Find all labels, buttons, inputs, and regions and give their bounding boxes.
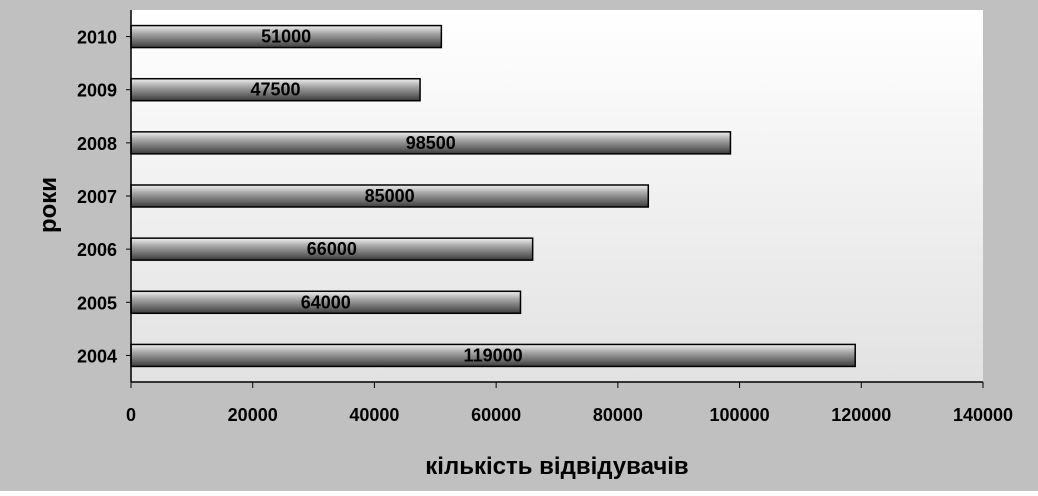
axes-group: 2004 2005 2006 2007 2008 2009 2010 0 20000 40000 6… (77, 10, 1013, 425)
data-label-2008: 98500 (406, 133, 456, 153)
data-label-2005: 64000 (301, 292, 351, 312)
x-tick-label-140000: 140000 (953, 405, 1013, 425)
y-tick-label-2006: 2006 (77, 240, 117, 260)
x-axis-title: кількість відвідувачів (425, 453, 688, 480)
y-tick-label-2008: 2008 (77, 134, 117, 154)
x-tick-label-20000: 20000 (228, 405, 278, 425)
x-tick-label-0: 0 (126, 405, 136, 425)
data-label-2006: 66000 (307, 239, 357, 259)
x-tick-label-80000: 80000 (593, 405, 643, 425)
y-tick-label-2010: 2010 (77, 28, 117, 48)
data-label-2007: 85000 (365, 186, 415, 206)
y-tick-label-2005: 2005 (77, 293, 117, 313)
data-label-2004: 119000 (464, 345, 523, 365)
x-tick-label-120000: 120000 (831, 405, 891, 425)
data-label-2010: 51000 (261, 27, 311, 47)
x-tick-label-60000: 60000 (471, 405, 521, 425)
x-tick-label-40000: 40000 (349, 405, 399, 425)
y-tick-label-2009: 2009 (77, 81, 117, 101)
y-tick-label-2007: 2007 (77, 187, 117, 207)
y-axis-title: роки (35, 177, 62, 233)
y-tick-label-2004: 2004 (77, 346, 117, 366)
data-label-2009: 47500 (251, 80, 301, 100)
x-tick-label-100000: 100000 (710, 405, 770, 425)
